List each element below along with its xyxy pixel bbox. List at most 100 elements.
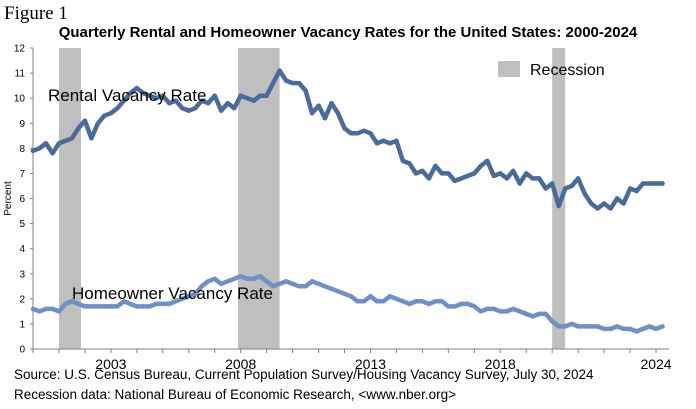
rental-data-point <box>128 91 133 96</box>
homeowner-data-point <box>251 276 256 281</box>
homeowner-data-point <box>115 304 120 309</box>
legend-label: Recession <box>530 62 605 79</box>
rental-data-point <box>517 181 522 186</box>
homeowner-data-point <box>387 294 393 299</box>
homeowner-data-point <box>537 311 542 317</box>
rental-data-point <box>614 196 620 201</box>
homeowner-data-point <box>225 279 230 284</box>
homeowner-data-point <box>121 299 127 304</box>
homeowner-data-point <box>290 281 295 286</box>
homeowner-data-point <box>141 304 146 309</box>
homeowner-data-point <box>186 294 191 299</box>
rental-data-point <box>543 186 548 191</box>
rental-data-point <box>407 161 412 166</box>
homeowner-data-point <box>608 326 613 332</box>
rental-data-point <box>167 101 172 106</box>
recession-band <box>238 48 280 349</box>
rental-data-point <box>329 101 334 106</box>
homeowner-data-point <box>283 279 289 284</box>
homeowner-data-point <box>575 324 581 329</box>
rental-data-point <box>530 176 535 181</box>
rental-data-point <box>504 176 509 181</box>
homeowner-data-point <box>446 304 451 309</box>
homeowner-data-point <box>556 324 561 329</box>
homeowner-data-point <box>50 306 55 312</box>
rental-data-point <box>452 178 457 184</box>
rental-data-point <box>257 93 263 98</box>
rental-data-point <box>147 93 152 98</box>
x-tick-label: 2003 <box>95 356 126 372</box>
rental-data-point <box>63 138 68 143</box>
rental-data-point <box>251 98 256 103</box>
rental-data-point <box>277 68 282 73</box>
rental-data-point <box>245 96 250 101</box>
rental-data-point <box>206 101 211 106</box>
rental-data-point <box>50 151 55 156</box>
y-tick-label: 4 <box>19 244 25 255</box>
rental-data-point <box>160 93 165 98</box>
homeowner-data-point <box>459 301 464 307</box>
homeowner-data-point <box>653 326 659 332</box>
rental-data-point <box>653 181 659 186</box>
homeowner-data-point <box>238 274 243 279</box>
rental-data-point <box>446 171 451 176</box>
rental-data-point <box>225 101 230 106</box>
homeowner-data-point <box>206 279 211 284</box>
rental-data-point <box>660 181 665 186</box>
homeowner-data-point <box>361 299 367 304</box>
rental-data-point <box>89 136 94 141</box>
homeowner-data-point <box>173 299 178 304</box>
homeowner-data-point <box>504 309 509 314</box>
rental-data-point <box>368 131 373 136</box>
rental-data-point <box>608 206 613 211</box>
rental-data-point <box>348 131 354 136</box>
rental-data-point <box>43 141 49 146</box>
rental-data-point <box>582 191 587 196</box>
rental-data-point <box>335 111 341 116</box>
homeowner-data-point <box>543 311 548 317</box>
rental-data-point <box>238 93 243 98</box>
homeowner-data-point <box>588 324 594 329</box>
rental-data-point <box>524 171 529 176</box>
rental-data-point <box>121 98 127 103</box>
rental-data-point <box>387 141 393 146</box>
homeowner-data-point <box>264 279 269 284</box>
homeowner-data-point <box>614 324 620 329</box>
y-tick-label: 11 <box>15 69 26 80</box>
homeowner-data-point <box>329 286 334 291</box>
rental-data-point <box>95 121 101 126</box>
rental-data-point <box>459 176 464 181</box>
homeowner-data-point <box>439 299 445 304</box>
homeowner-data-point <box>257 274 263 279</box>
homeowner-series-label: Homeowner Vacancy Rate <box>72 284 273 303</box>
rental-data-point <box>186 108 191 113</box>
homeowner-data-point <box>30 306 36 312</box>
homeowner-data-point <box>43 306 49 312</box>
homeowner-data-point <box>76 301 81 307</box>
homeowner-data-point <box>374 299 380 304</box>
homeowner-data-point <box>634 329 639 334</box>
homeowner-data-point <box>277 281 282 286</box>
rental-data-point <box>115 106 120 111</box>
y-tick-label: 7 <box>19 169 25 180</box>
homeowner-data-point <box>160 301 165 307</box>
homeowner-data-point <box>335 289 341 294</box>
rental-data-point <box>290 80 295 86</box>
rental-data-point <box>491 173 496 179</box>
rental-data-point <box>322 116 328 121</box>
rental-data-point <box>426 176 432 181</box>
homeowner-data-point <box>660 324 665 329</box>
rental-data-point <box>303 88 308 93</box>
homeowner-data-point <box>69 299 75 304</box>
chart-title: Quarterly Rental and Homeowner Vacancy R… <box>58 24 638 41</box>
y-axis-title: Percent <box>3 181 14 216</box>
homeowner-data-point <box>563 324 568 329</box>
homeowner-data-point <box>128 301 133 307</box>
homeowner-data-point <box>368 294 373 299</box>
rental-data-point <box>472 171 477 176</box>
rental-data-point <box>550 181 555 186</box>
rental-data-point <box>498 171 503 176</box>
homeowner-data-point <box>472 304 477 309</box>
rental-data-point <box>588 201 594 206</box>
